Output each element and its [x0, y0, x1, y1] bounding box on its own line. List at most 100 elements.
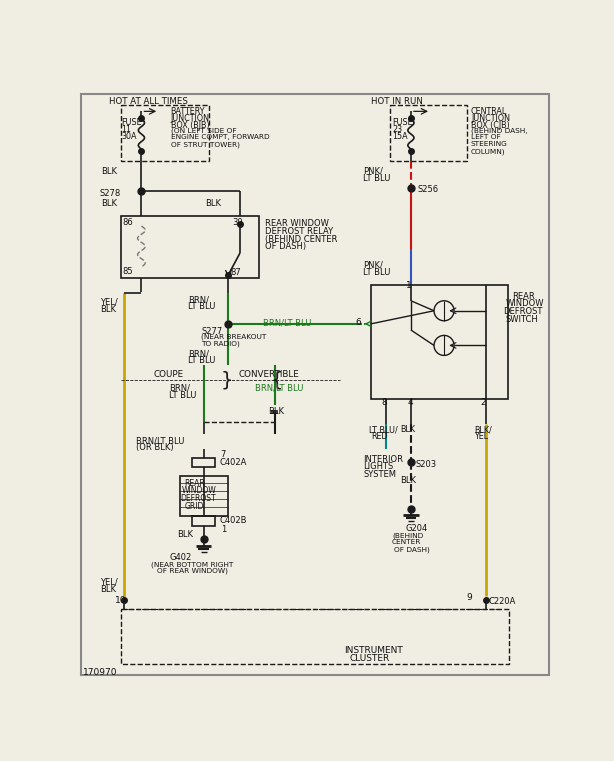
Text: YEL/: YEL/: [100, 578, 118, 587]
Text: LT BLU: LT BLU: [363, 268, 391, 277]
Text: C220A: C220A: [489, 597, 516, 607]
Text: (BEHIND CENTER: (BEHIND CENTER: [265, 234, 337, 244]
Text: C402B: C402B: [219, 517, 247, 525]
Text: RED: RED: [371, 432, 388, 441]
Text: BRN/LT BLU: BRN/LT BLU: [255, 384, 304, 393]
Text: LT BLU: LT BLU: [188, 356, 216, 365]
Text: COLUMN): COLUMN): [471, 148, 505, 154]
Text: G204: G204: [405, 524, 428, 533]
Text: BLK: BLK: [400, 476, 416, 486]
Text: INSTRUMENT: INSTRUMENT: [344, 646, 403, 654]
Text: BLK: BLK: [400, 425, 415, 435]
Text: ENGINE COMPT, FORWARD: ENGINE COMPT, FORWARD: [171, 135, 270, 141]
Text: REAR: REAR: [512, 291, 535, 301]
Text: OF REAR WINDOW): OF REAR WINDOW): [157, 568, 228, 575]
Text: 15A: 15A: [392, 132, 408, 141]
Text: LIGHTS: LIGHTS: [363, 463, 394, 472]
Text: REAR WINDOW: REAR WINDOW: [265, 219, 328, 228]
Text: S256: S256: [417, 185, 438, 194]
Text: (NEAR BOTTOM RIGHT: (NEAR BOTTOM RIGHT: [152, 561, 234, 568]
Text: 1: 1: [221, 525, 226, 533]
Text: INTERIOR: INTERIOR: [363, 455, 403, 463]
Text: LT BLU/: LT BLU/: [370, 425, 398, 435]
Text: 170970: 170970: [83, 668, 117, 677]
Bar: [120, 216, 259, 278]
Text: OF STRUT TOWER): OF STRUT TOWER): [171, 142, 239, 148]
Text: FUSE: FUSE: [392, 118, 413, 127]
Text: 10: 10: [115, 596, 126, 605]
Bar: [192, 458, 216, 467]
Text: BRN/LT BLU: BRN/LT BLU: [263, 318, 311, 327]
Text: DEFROST: DEFROST: [180, 494, 216, 503]
Text: (NEAR BREAKOUT: (NEAR BREAKOUT: [201, 334, 267, 340]
Text: YEL/: YEL/: [100, 298, 118, 307]
Text: BRN/LT BLU: BRN/LT BLU: [136, 436, 184, 445]
Text: BRN/: BRN/: [188, 349, 209, 358]
Text: 11: 11: [122, 126, 131, 134]
Text: 85: 85: [122, 267, 133, 276]
Text: BRN/: BRN/: [169, 384, 190, 393]
Text: 86: 86: [122, 218, 133, 227]
Text: STEERING: STEERING: [471, 142, 508, 148]
Text: DEFROST RELAY: DEFROST RELAY: [265, 227, 333, 236]
Bar: [390, 105, 467, 161]
Text: 9: 9: [467, 594, 472, 603]
Text: DEFROST: DEFROST: [503, 307, 543, 316]
Text: LT BLU: LT BLU: [169, 391, 196, 400]
Text: (BEHIND DASH,: (BEHIND DASH,: [471, 128, 527, 134]
Text: BLK: BLK: [205, 199, 221, 208]
Text: S278: S278: [100, 189, 121, 198]
Text: BRN/: BRN/: [188, 295, 209, 304]
Text: CENTER: CENTER: [392, 540, 421, 546]
Text: CONVERTIBLE: CONVERTIBLE: [238, 370, 299, 379]
Text: COUPE: COUPE: [154, 370, 184, 379]
Text: {: {: [271, 370, 283, 389]
Text: GRID: GRID: [185, 501, 204, 511]
Text: LT BLU: LT BLU: [363, 174, 391, 183]
Text: WINDOW: WINDOW: [182, 486, 216, 495]
Text: PNK/: PNK/: [363, 261, 383, 269]
Text: SYSTEM: SYSTEM: [363, 470, 396, 479]
Text: TO RADIO): TO RADIO): [201, 340, 240, 346]
Text: PNK/: PNK/: [363, 167, 383, 176]
Text: BLK: BLK: [101, 199, 117, 208]
Text: LT BLU: LT BLU: [188, 302, 216, 311]
Text: LEFT OF: LEFT OF: [471, 135, 501, 141]
Text: BLK: BLK: [100, 304, 116, 314]
Text: 8: 8: [381, 398, 387, 407]
Text: BLK/: BLK/: [474, 425, 492, 435]
Text: BLK: BLK: [177, 530, 193, 540]
Text: (BEHIND: (BEHIND: [392, 533, 424, 539]
Text: 30A: 30A: [122, 132, 137, 141]
Text: JUNCTION: JUNCTION: [171, 113, 210, 123]
Text: 87: 87: [230, 269, 241, 278]
Text: BOX (BJB): BOX (BJB): [171, 120, 209, 129]
Text: 2: 2: [480, 398, 486, 407]
Text: BOX (CJB): BOX (CJB): [471, 120, 510, 129]
Bar: [192, 517, 216, 526]
Text: (ON LEFT SIDE OF: (ON LEFT SIDE OF: [171, 128, 236, 134]
Text: 6: 6: [356, 318, 361, 327]
Text: CENTRAL: CENTRAL: [471, 107, 507, 116]
Text: HOT IN RUN: HOT IN RUN: [371, 97, 423, 107]
Text: 4: 4: [408, 398, 413, 407]
Text: BLK: BLK: [101, 167, 117, 176]
Text: FUSE: FUSE: [122, 118, 142, 127]
Text: S277: S277: [201, 327, 223, 336]
Text: BLK: BLK: [100, 585, 116, 594]
Text: S203: S203: [416, 460, 437, 469]
Bar: [120, 609, 510, 664]
Bar: [371, 285, 508, 400]
Text: (OR BLK): (OR BLK): [136, 443, 174, 452]
Text: WINDOW: WINDOW: [506, 299, 544, 308]
Text: 1: 1: [405, 281, 411, 290]
Bar: [180, 476, 228, 517]
Text: REAR: REAR: [185, 479, 205, 488]
Text: SWITCH: SWITCH: [506, 314, 538, 323]
Text: YEL: YEL: [474, 431, 488, 441]
Text: C402A: C402A: [219, 458, 247, 466]
Text: OF DASH): OF DASH): [394, 546, 430, 553]
Text: HOT AT ALL TIMES: HOT AT ALL TIMES: [109, 97, 188, 107]
Text: CLUSTER: CLUSTER: [349, 654, 389, 663]
Text: 23: 23: [392, 126, 403, 134]
